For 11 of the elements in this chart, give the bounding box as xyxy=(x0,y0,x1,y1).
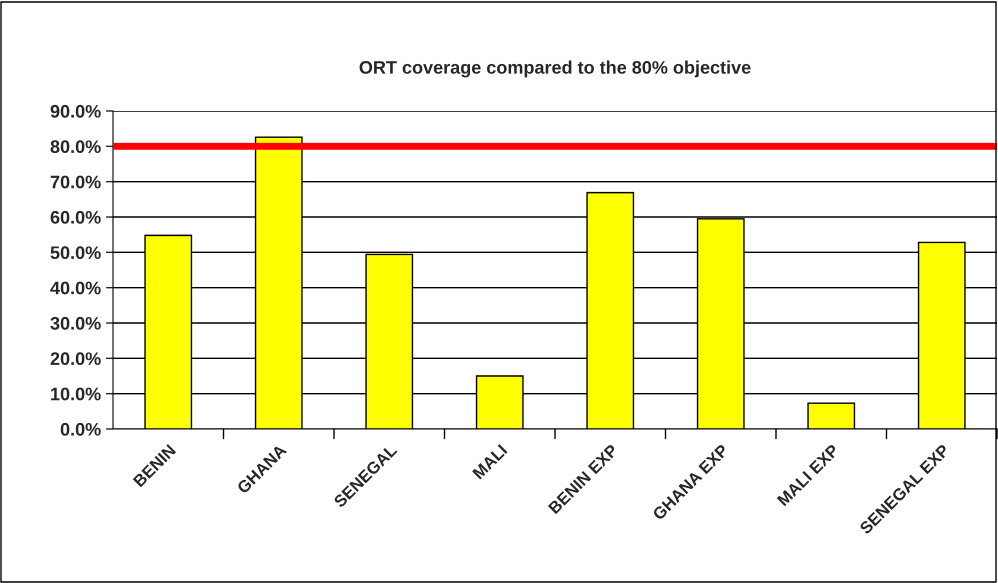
y-tick-label: 10.0% xyxy=(51,388,101,400)
y-tick-label: 70.0% xyxy=(50,176,101,188)
y-tick-label: 60.0% xyxy=(50,210,101,224)
y-tick-label: 80.0% xyxy=(50,140,101,154)
y-tick-label: 40.0% xyxy=(50,282,101,294)
y-tick-label: 0.0% xyxy=(60,422,101,436)
y-tick-label: 20.0% xyxy=(50,352,101,366)
y-tick-label: 30.0% xyxy=(50,316,101,330)
y-tick-label: 90.0% xyxy=(50,104,101,118)
chart-title: ORT coverage compared to the 80% objective xyxy=(360,60,751,78)
y-tick-label: 50.0% xyxy=(50,246,101,260)
